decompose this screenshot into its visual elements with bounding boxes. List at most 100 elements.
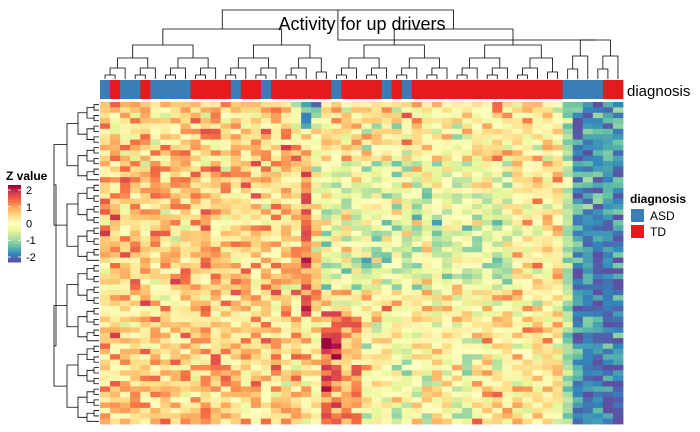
heatmap-cell	[401, 171, 413, 178]
heatmap-cell	[291, 273, 302, 280]
heatmap-cell	[602, 225, 614, 232]
heatmap-cell	[281, 322, 292, 328]
heatmap-cell	[562, 112, 574, 119]
dendrogram-branch	[237, 57, 269, 68]
colorbar-segment	[8, 229, 21, 232]
heatmap-cell	[482, 407, 493, 414]
heatmap-cell	[542, 252, 553, 259]
heatmap-cell	[160, 150, 171, 157]
heatmap-cell	[381, 418, 393, 425]
heatmap-cell	[291, 187, 302, 194]
heatmap-cell	[301, 300, 312, 307]
heatmap-cell	[361, 381, 372, 387]
heatmap-cell	[371, 381, 383, 387]
heatmap-cell	[351, 123, 362, 130]
heatmap-cell	[190, 118, 201, 124]
heatmap-cell	[281, 327, 292, 334]
heatmap-cell	[341, 295, 352, 301]
heatmap-cell	[100, 397, 111, 403]
heatmap-cell	[452, 144, 463, 151]
heatmap-cell	[532, 305, 543, 312]
legend-swatch-asd	[631, 209, 644, 222]
heatmap-cell	[421, 407, 433, 414]
heatmap-cell	[341, 311, 352, 318]
heatmap-cell	[170, 391, 181, 398]
dendrogram-branch	[93, 265, 99, 272]
heatmap-cell	[391, 289, 403, 296]
heatmap-cell	[421, 295, 433, 301]
heatmap-cell	[582, 397, 594, 403]
heatmap-cell	[482, 381, 493, 387]
heatmap-cell	[260, 375, 272, 382]
heatmap-cell	[572, 128, 584, 135]
heatmap-cell	[100, 295, 111, 301]
heatmap-cell	[421, 300, 433, 307]
heatmap-cell	[462, 161, 473, 167]
heatmap-cell	[512, 123, 523, 130]
heatmap-cell	[602, 102, 614, 108]
heatmap-cell	[110, 386, 121, 393]
dendrogram-branch	[77, 235, 87, 257]
heatmap-cell	[411, 289, 423, 296]
heatmap-cell	[361, 322, 372, 328]
heatmap-cell	[592, 107, 604, 114]
heatmap-cell	[341, 144, 352, 151]
heatmap-cell	[331, 225, 342, 232]
heatmap-cell	[311, 203, 322, 210]
heatmap-cell	[592, 230, 604, 237]
heatmap-cell	[452, 187, 463, 194]
heatmap-cell	[522, 322, 533, 328]
heatmap-cell	[341, 273, 352, 280]
heatmap-cell	[230, 273, 242, 280]
heatmap-cell	[150, 225, 161, 232]
heatmap-cell	[421, 268, 433, 275]
heatmap-cell	[612, 177, 624, 183]
heatmap-cell	[120, 118, 131, 124]
heatmap-cell	[431, 144, 443, 151]
heatmap-cell	[502, 322, 513, 328]
heatmap-cell	[210, 257, 222, 264]
heatmap-cell	[341, 364, 352, 371]
heatmap-cell	[260, 166, 272, 173]
heatmap-cell	[281, 386, 292, 393]
heatmap-cell	[110, 241, 121, 248]
heatmap-cell	[270, 155, 282, 162]
heatmap-cell	[170, 214, 181, 221]
dendrogram-branch	[93, 329, 99, 336]
heatmap-cell	[120, 338, 131, 344]
heatmap-cell	[421, 203, 433, 210]
heatmap-cell	[220, 370, 232, 377]
heatmap-cell	[180, 209, 191, 216]
heatmap-cell	[421, 177, 433, 183]
heatmap-cell	[250, 289, 262, 296]
heatmap-cell	[411, 246, 423, 253]
heatmap-cell	[270, 144, 282, 151]
heatmap-cell	[452, 236, 463, 242]
heatmap-cell	[100, 354, 111, 360]
heatmap-cell	[391, 182, 403, 189]
heatmap-cell	[441, 268, 453, 275]
heatmap-cell	[230, 391, 242, 398]
heatmap-cell	[391, 305, 403, 312]
heatmap-cell	[462, 236, 473, 242]
heatmap-cell	[210, 252, 222, 259]
heatmap-cell	[582, 203, 594, 210]
heatmap-cell	[401, 402, 413, 409]
heatmap-cell	[260, 348, 272, 355]
heatmap-cell	[512, 407, 523, 414]
heatmap-cell	[391, 102, 403, 108]
heatmap-cell	[260, 327, 272, 334]
heatmap-cell	[572, 273, 584, 280]
heatmap-cell	[331, 177, 342, 183]
heatmap-cell	[452, 386, 463, 393]
heatmap-cell	[341, 375, 352, 382]
heatmap-cell	[552, 118, 564, 124]
heatmap-cell	[401, 289, 413, 296]
heatmap-cell	[411, 381, 423, 387]
heatmap-cell	[552, 338, 564, 344]
heatmap-cell	[462, 134, 473, 140]
heatmap-cell	[120, 144, 131, 151]
heatmap-cell	[210, 161, 222, 167]
heatmap-cell	[190, 407, 201, 414]
heatmap-cell	[351, 354, 362, 360]
